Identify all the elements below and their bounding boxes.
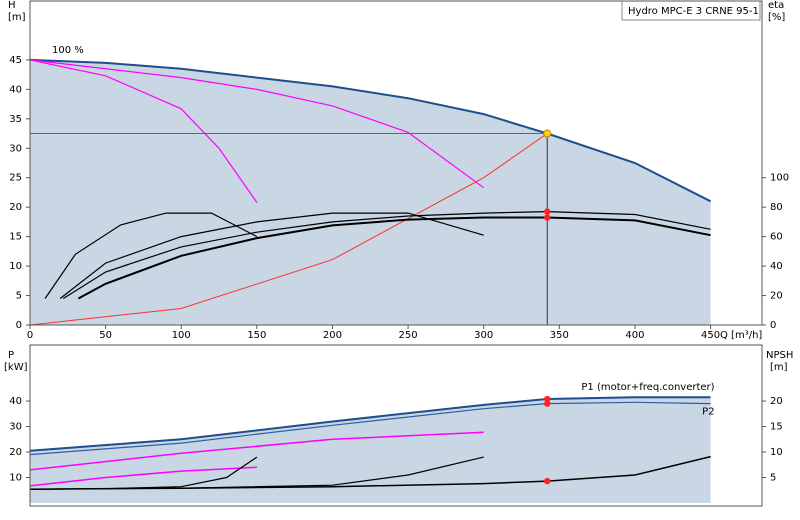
area [30, 59, 711, 326]
highlight-dot [544, 208, 551, 215]
y-unit: [m] [8, 12, 26, 23]
series-line [62, 210, 711, 300]
chart-title: Hydro MPC-E 3 CRNE 95-1 [628, 6, 759, 17]
y2-tick-label: 60 [770, 232, 783, 243]
series-line [29, 456, 484, 490]
y-tick-label: 0 [16, 320, 22, 331]
y-tick-label: 20 [9, 202, 22, 213]
y-tick-label: 30 [9, 422, 22, 433]
highlight-dot [544, 214, 551, 221]
series-line [29, 396, 711, 452]
y-tick-label: 5 [16, 291, 22, 302]
highlight-dot [544, 477, 551, 485]
series-line [29, 466, 257, 487]
x-tick-label: 350 [550, 330, 569, 341]
series-line [44, 212, 258, 299]
y2-unit: [m] [770, 362, 788, 373]
y2-tick-label: 0 [770, 320, 776, 331]
x-tick-label: 300 [474, 330, 493, 341]
y-tick-label: 45 [9, 55, 22, 66]
y-tick-label: 15 [9, 232, 22, 243]
y2-unit: [%] [768, 12, 785, 23]
y2-tick-label: 20 [770, 396, 783, 407]
y-tick-label: 30 [9, 143, 22, 154]
y-tick-label: 35 [9, 114, 22, 125]
y2-tick-label: 5 [770, 473, 776, 484]
x-tick-label: 400 [625, 330, 644, 341]
y-label: H [8, 0, 16, 11]
series-line [29, 58, 712, 203]
x-tick-label: 250 [399, 330, 418, 341]
y2-label: NPSH [766, 350, 793, 361]
x-label: Q [m³/h] [720, 330, 762, 341]
series-line [29, 133, 548, 326]
y2-label: eta [768, 0, 784, 11]
series-line [77, 216, 711, 300]
y-tick-label: 10 [9, 473, 22, 484]
legend-label: P2 [702, 407, 714, 418]
y2-tick-label: 40 [770, 261, 783, 272]
y-label: P [8, 350, 14, 361]
y-tick-label: 40 [9, 84, 22, 95]
x-tick-label: 50 [99, 330, 112, 341]
series-line [59, 212, 484, 299]
y-tick-label: 25 [9, 173, 22, 184]
operating-point [543, 129, 552, 138]
x-tick-label: 450 [701, 330, 720, 341]
y2-tick-label: 100 [770, 173, 789, 184]
series-line [29, 401, 711, 456]
x-tick-label: 200 [323, 330, 342, 341]
y-tick-label: 20 [9, 447, 22, 458]
area [30, 397, 711, 503]
y2-tick-label: 15 [770, 422, 783, 433]
highlight-dot [544, 400, 551, 407]
series-line [29, 431, 484, 471]
plot-frame [29, 344, 763, 507]
plot-frame [29, 0, 763, 326]
highlight-dot [544, 395, 551, 403]
x-tick-label: 100 [172, 330, 191, 341]
y2-tick-label: 10 [770, 447, 783, 458]
series-line [29, 59, 258, 203]
annotation: 100 % [52, 45, 84, 56]
y-unit: [kW] [4, 362, 28, 373]
y2-tick-label: 80 [770, 202, 783, 213]
legend-label: P1 (motor+freq.converter) [581, 382, 714, 393]
x-tick-label: 150 [247, 330, 266, 341]
y-tick-label: 40 [9, 396, 22, 407]
y2-tick-label: 20 [770, 291, 783, 302]
x-tick-label: 0 [27, 330, 33, 341]
series-line [29, 59, 485, 189]
y-tick-label: 10 [9, 261, 22, 272]
